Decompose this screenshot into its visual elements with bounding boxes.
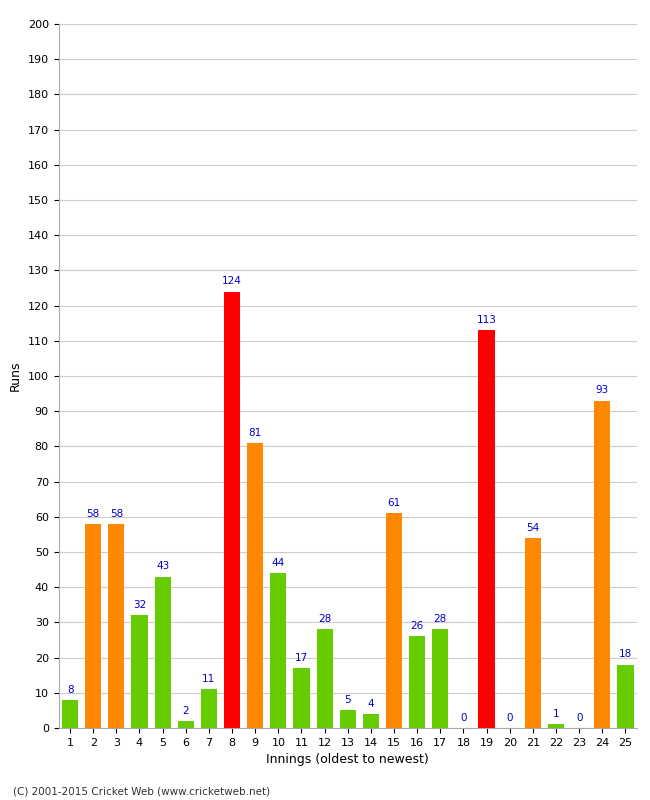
Text: 81: 81 bbox=[248, 427, 262, 438]
Text: 28: 28 bbox=[434, 614, 447, 624]
Text: 43: 43 bbox=[156, 562, 169, 571]
Bar bbox=[340, 710, 356, 728]
Text: 0: 0 bbox=[576, 713, 582, 722]
Y-axis label: Runs: Runs bbox=[9, 361, 22, 391]
Text: 1: 1 bbox=[552, 709, 559, 719]
Bar bbox=[270, 573, 287, 728]
Text: 58: 58 bbox=[110, 509, 123, 518]
Bar bbox=[224, 291, 240, 728]
Bar bbox=[363, 714, 379, 728]
Text: 61: 61 bbox=[387, 498, 400, 508]
Bar bbox=[525, 538, 541, 728]
Text: 32: 32 bbox=[133, 600, 146, 610]
Bar bbox=[386, 514, 402, 728]
X-axis label: Innings (oldest to newest): Innings (oldest to newest) bbox=[266, 754, 429, 766]
Bar bbox=[201, 690, 217, 728]
Bar bbox=[293, 668, 309, 728]
Text: 2: 2 bbox=[183, 706, 189, 716]
Bar bbox=[131, 615, 148, 728]
Text: 8: 8 bbox=[67, 685, 73, 694]
Text: 93: 93 bbox=[595, 386, 609, 395]
Text: 4: 4 bbox=[368, 698, 374, 709]
Bar bbox=[478, 330, 495, 728]
Bar bbox=[62, 700, 78, 728]
Bar bbox=[432, 630, 448, 728]
Bar bbox=[409, 637, 425, 728]
Text: (C) 2001-2015 Cricket Web (www.cricketweb.net): (C) 2001-2015 Cricket Web (www.cricketwe… bbox=[13, 786, 270, 796]
Text: 124: 124 bbox=[222, 276, 242, 286]
Bar bbox=[109, 524, 124, 728]
Text: 0: 0 bbox=[506, 713, 513, 722]
Text: 26: 26 bbox=[411, 621, 424, 631]
Bar bbox=[85, 524, 101, 728]
Bar bbox=[155, 577, 171, 728]
Text: 18: 18 bbox=[619, 650, 632, 659]
Text: 11: 11 bbox=[202, 674, 216, 684]
Text: 17: 17 bbox=[295, 653, 308, 663]
Bar bbox=[594, 401, 610, 728]
Text: 44: 44 bbox=[272, 558, 285, 568]
Text: 54: 54 bbox=[526, 522, 539, 533]
Text: 113: 113 bbox=[476, 315, 497, 325]
Bar bbox=[247, 443, 263, 728]
Bar bbox=[618, 665, 634, 728]
Bar bbox=[548, 725, 564, 728]
Text: 5: 5 bbox=[344, 695, 351, 705]
Text: 58: 58 bbox=[86, 509, 100, 518]
Text: 0: 0 bbox=[460, 713, 467, 722]
Text: 28: 28 bbox=[318, 614, 332, 624]
Bar bbox=[317, 630, 333, 728]
Bar bbox=[177, 721, 194, 728]
